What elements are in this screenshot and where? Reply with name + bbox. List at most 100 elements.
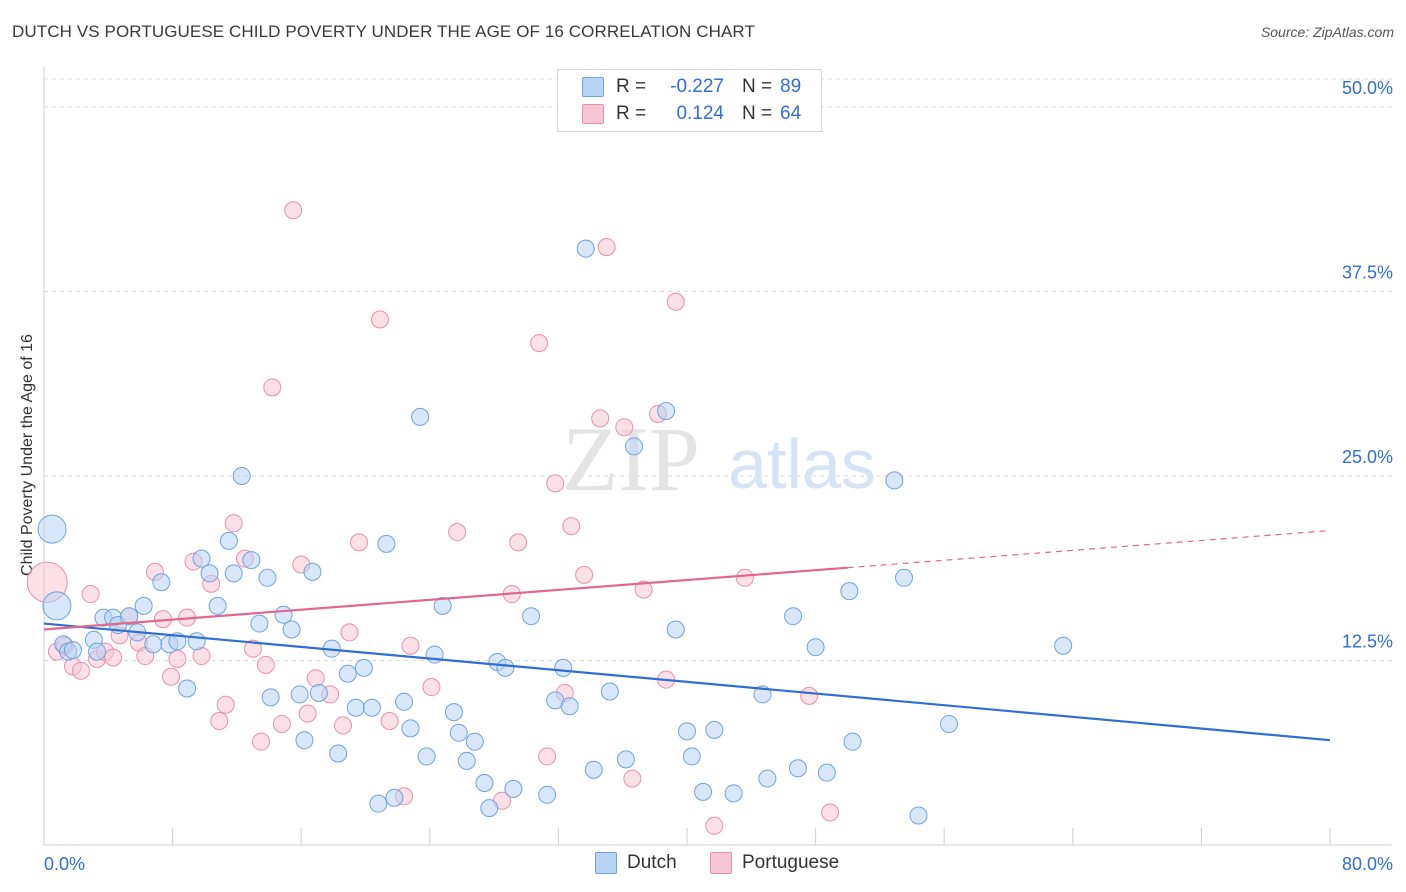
- dutch-point: [657, 402, 676, 420]
- dutch-point: [682, 747, 701, 766]
- portuguese-point: [821, 803, 840, 822]
- portuguese-point: [591, 409, 610, 428]
- dutch-point: [338, 664, 357, 683]
- y-tick-label: 12.5%: [1342, 631, 1393, 651]
- legend-item-portuguese[interactable]: Portuguese: [710, 852, 839, 874]
- tick-labels: 12.5% 25.0% 37.5% 50.0% 0.0% 80.0%: [44, 78, 1393, 874]
- grid-layer: [44, 78, 1392, 661]
- dutch-point: [480, 799, 499, 818]
- legend-row-dutch: R = -0.227 N = 89: [582, 75, 801, 99]
- portuguese-swatch: [582, 104, 604, 124]
- portuguese-point: [634, 580, 653, 599]
- dutch-point: [346, 698, 365, 717]
- dutch-point: [817, 763, 836, 782]
- n-label: N =: [742, 76, 773, 97]
- x-tick-label: 80.0%: [1342, 854, 1393, 874]
- correlation-legend: R = -0.227 N = 89 R = 0.124 N = 64: [557, 69, 822, 132]
- portuguese-point: [370, 310, 389, 329]
- portuguese-point: [243, 639, 262, 658]
- dutch-point: [208, 596, 227, 615]
- portuguese-points: [26, 201, 840, 835]
- legend-item-dutch[interactable]: Dutch: [595, 852, 677, 874]
- portuguese-point: [161, 667, 180, 686]
- portuguese-point: [530, 334, 549, 353]
- y-tick-label: 25.0%: [1342, 447, 1393, 467]
- dutch-point: [274, 605, 293, 624]
- legend-label-portuguese: Portuguese: [742, 852, 840, 873]
- dutch-point: [63, 641, 82, 660]
- dutch-point: [224, 564, 243, 583]
- chart-title: DUTCH VS PORTUGUESE CHILD POVERTY UNDER …: [12, 22, 755, 41]
- portuguese-point: [263, 378, 282, 397]
- dutch-point: [806, 638, 825, 657]
- portuguese-trend-line: [43, 566, 848, 631]
- portuguese-point: [509, 533, 528, 552]
- legend-row-portuguese: R = 0.124 N = 64: [582, 102, 801, 126]
- portuguese-point: [104, 648, 123, 667]
- dutch-trend-line: [43, 622, 1331, 742]
- dutch-point: [417, 747, 436, 766]
- dutch-point: [522, 607, 541, 626]
- series-legend: Dutch Portuguese: [0, 852, 1406, 876]
- dutch-point: [187, 632, 206, 651]
- dutch-point: [377, 534, 396, 553]
- source-label: Source: ZipAtlas.com: [1260, 24, 1394, 40]
- portuguese-point: [546, 474, 565, 493]
- portuguese-point: [735, 568, 754, 587]
- dutch-point: [152, 573, 171, 592]
- portuguese-point: [272, 714, 291, 733]
- portuguese-point: [705, 816, 724, 835]
- dutch-point: [1054, 636, 1073, 655]
- dutch-point: [134, 596, 153, 615]
- dutch-point: [666, 620, 685, 639]
- dutch-point: [694, 782, 713, 801]
- dutch-point: [600, 682, 619, 701]
- dutch-point: [295, 731, 314, 750]
- r-label: R =: [616, 103, 647, 124]
- dutch-point: [385, 788, 404, 807]
- portuguese-point: [350, 533, 369, 552]
- dutch-point: [678, 722, 696, 741]
- dutch-point: [401, 719, 420, 738]
- dutch-point: [885, 471, 904, 490]
- dutch-point: [784, 607, 803, 626]
- r-value: -0.227: [670, 76, 724, 97]
- dutch-point: [624, 437, 643, 456]
- dutch-point: [444, 703, 463, 722]
- portuguese-point: [333, 716, 352, 735]
- dutch-point: [475, 774, 494, 792]
- portuguese-trend-extension: [847, 529, 1331, 569]
- dutch-point: [290, 685, 309, 704]
- dutch-points: [37, 239, 1073, 825]
- portuguese-point: [210, 712, 229, 730]
- axis-layer: [43, 66, 1392, 846]
- dutch-point: [282, 620, 301, 639]
- dutch-point: [232, 466, 251, 485]
- dutch-point: [242, 551, 261, 570]
- dutch-point: [88, 642, 107, 661]
- dutch-point: [395, 692, 414, 711]
- n-value: 64: [780, 103, 802, 124]
- dutch-point: [895, 568, 914, 587]
- portuguese-point: [575, 565, 594, 584]
- portuguese-point: [666, 292, 685, 311]
- dutch-point: [258, 568, 277, 587]
- dutch-point: [411, 407, 430, 426]
- dutch-point: [329, 744, 348, 763]
- dutch-point: [457, 751, 476, 770]
- dutch-point: [362, 698, 381, 717]
- dutch-point: [909, 806, 928, 825]
- portuguese-point: [71, 661, 90, 680]
- portuguese-point: [284, 201, 303, 220]
- x-tick-label: 0.0%: [44, 854, 85, 874]
- portuguese-point: [401, 636, 420, 655]
- portuguese-point: [340, 623, 359, 642]
- dutch-point: [705, 720, 724, 739]
- portuguese-point: [224, 514, 243, 533]
- watermark-atlas: atlas: [728, 425, 876, 503]
- portuguese-point: [168, 650, 187, 668]
- portuguese-point: [256, 655, 275, 674]
- dutch-point: [616, 750, 635, 769]
- portuguese-point: [615, 418, 634, 437]
